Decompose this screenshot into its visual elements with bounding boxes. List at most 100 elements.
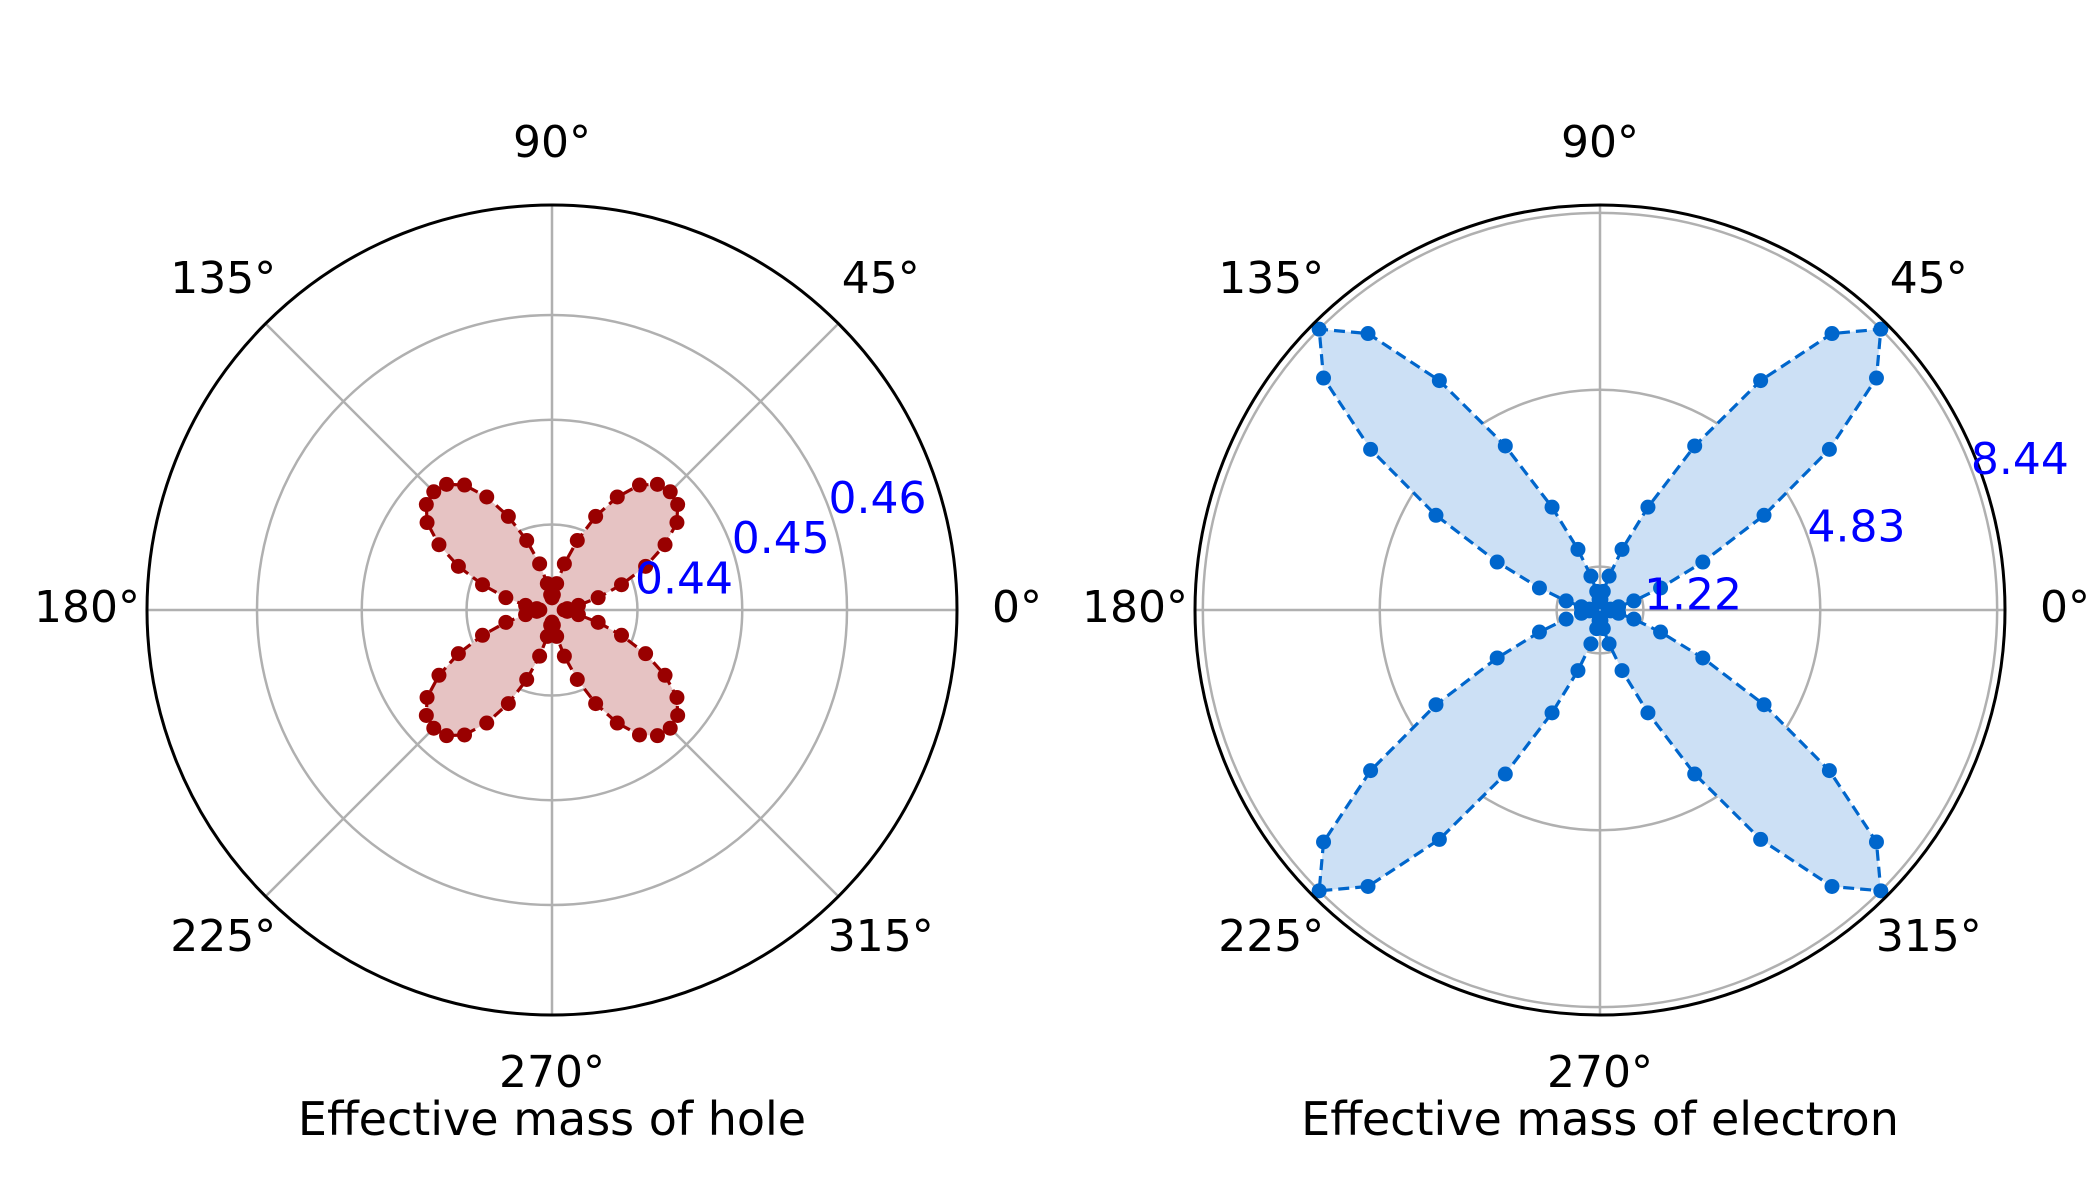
- data-point: [501, 509, 516, 524]
- data-point: [1596, 621, 1611, 636]
- data-point: [1583, 636, 1598, 651]
- data-point: [1869, 834, 1884, 849]
- data-point: [670, 708, 685, 723]
- data-point: [451, 559, 466, 574]
- data-point: [1545, 705, 1560, 720]
- data-point: [457, 727, 472, 742]
- angle-tick-label: 135°: [1218, 253, 1324, 304]
- data-point: [475, 577, 490, 592]
- angle-tick-label: 45°: [1890, 253, 1968, 304]
- angle-tick-label: 0°: [992, 582, 1042, 633]
- data-point: [669, 515, 684, 530]
- angle-tick-label: 0°: [2040, 582, 2090, 633]
- angle-tick-label: 45°: [842, 253, 920, 304]
- data-point: [1695, 650, 1710, 665]
- data-point: [1490, 555, 1505, 570]
- angle-tick-label: 270°: [499, 1047, 605, 1098]
- data-point: [479, 716, 494, 731]
- data-point: [1757, 508, 1772, 523]
- data-point: [614, 628, 629, 643]
- data-point: [1589, 584, 1604, 599]
- data-point: [1432, 373, 1447, 388]
- data-point: [426, 721, 441, 736]
- data-point: [658, 668, 673, 683]
- data-point: [457, 478, 472, 493]
- angle-tick-label: 315°: [828, 911, 934, 962]
- data-point: [1532, 580, 1547, 595]
- data-point: [1869, 371, 1884, 386]
- radial-tick-label: 4.83: [1808, 502, 1906, 553]
- data-point: [1602, 636, 1617, 651]
- data-point: [1363, 442, 1378, 457]
- data-point: [1824, 326, 1839, 341]
- data-point: [1570, 542, 1585, 557]
- data-point: [663, 721, 678, 736]
- data-point: [1532, 625, 1547, 640]
- data-point: [614, 577, 629, 592]
- data-point: [610, 489, 625, 504]
- angle-tick-label: 225°: [1218, 911, 1324, 962]
- data-point: [670, 497, 685, 512]
- radial-tick-label: 0.45: [732, 513, 830, 564]
- data-point: [1498, 767, 1513, 782]
- data-point: [1316, 834, 1331, 849]
- data-point: [420, 690, 435, 705]
- hole-mass-polar-panel: 0° 45° 90° 135° 180° 225° 270° 315° 0.440.450.46…: [34, 117, 1042, 1146]
- data-point: [570, 672, 585, 687]
- radial-tick-label: 1.22: [1644, 569, 1742, 620]
- data-point: [1361, 326, 1376, 341]
- data-point: [431, 537, 446, 552]
- data-point: [540, 576, 555, 591]
- data-point: [519, 533, 534, 548]
- data-point: [650, 477, 665, 492]
- data-point: [419, 708, 434, 723]
- data-point: [1640, 705, 1655, 720]
- angle-tick-label: 225°: [170, 911, 276, 962]
- data-point: [570, 533, 585, 548]
- data-point: [658, 537, 673, 552]
- data-point: [479, 489, 494, 504]
- data-point: [532, 556, 547, 571]
- data-point: [1361, 879, 1376, 894]
- data-point: [498, 590, 513, 605]
- data-point: [1687, 438, 1702, 453]
- angle-tick-label: 135°: [170, 253, 276, 304]
- angle-tick-label: 270°: [1547, 1047, 1653, 1098]
- data-point: [419, 497, 434, 512]
- data-point: [451, 646, 466, 661]
- data-point: [439, 728, 454, 743]
- angle-tick-label: 180°: [34, 582, 140, 633]
- data-point: [439, 477, 454, 492]
- angle-tick-label: 90°: [513, 117, 591, 168]
- data-point: [1753, 373, 1768, 388]
- data-point: [1603, 603, 1618, 618]
- data-point: [610, 716, 625, 731]
- data-point: [420, 515, 435, 530]
- data-point: [518, 607, 533, 622]
- electron-mass-polar-panel: 0° 45° 90° 135° 180° 225° 270° 315° 1.22 4.83 8.44…: [1082, 117, 2090, 1146]
- data-point: [1490, 650, 1505, 665]
- data-point: [1316, 371, 1331, 386]
- data-point: [1824, 879, 1839, 894]
- data-point: [1822, 442, 1837, 457]
- data-point: [1428, 697, 1443, 712]
- data-point: [1626, 593, 1641, 608]
- data-point: [1570, 663, 1585, 678]
- radial-tick-label: 0.44: [635, 553, 733, 604]
- angle-tick-label: 90°: [1561, 117, 1639, 168]
- data-point: [650, 728, 665, 743]
- data-point: [588, 509, 603, 524]
- data-point: [475, 628, 490, 643]
- data-point: [1428, 508, 1443, 523]
- x-axis-label: Effective mass of electron: [1301, 1092, 1899, 1146]
- angle-tick-label: 315°: [1876, 911, 1982, 962]
- data-point: [1559, 612, 1574, 627]
- data-point: [663, 484, 678, 499]
- data-point: [1498, 438, 1513, 453]
- data-point: [426, 484, 441, 499]
- data-point: [1602, 569, 1617, 584]
- angle-tick-label: 180°: [1082, 582, 1188, 633]
- radial-tick-label: 8.44: [1971, 434, 2069, 485]
- data-point: [532, 649, 547, 664]
